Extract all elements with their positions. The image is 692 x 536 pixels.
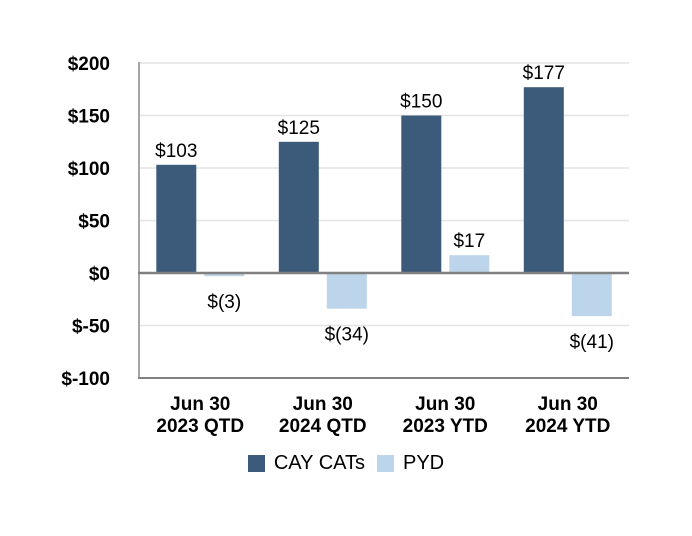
data-label-cay-cats-3: $177 (523, 63, 565, 84)
data-label-cay-cats-0: $103 (155, 141, 197, 162)
data-label-pyd-1: $(34) (325, 325, 369, 346)
legend-item-cay-cats: CAY CATs (247, 452, 365, 474)
x-label-jun-30-2024-qtd: Jun 30 2024 QTD (278, 394, 367, 437)
x-label-jun-30-2023-qtd: Jun 30 2023 QTD (156, 394, 245, 437)
bar-cay-cats-0 (156, 164, 197, 273)
bar-cay-cats-1 (278, 141, 319, 274)
y-tick-label--50: $-50 (72, 317, 110, 338)
bar-pyd-1 (326, 273, 367, 309)
legend: CAY CATs PYD (0, 452, 692, 474)
y-tick-label-200: $200 (68, 54, 110, 75)
x-label-jun-30-2023-ytd: Jun 30 2023 YTD (402, 394, 488, 437)
y-tick-label--100: $-100 (61, 369, 110, 390)
data-label-pyd-2: $17 (453, 231, 485, 252)
data-label-pyd-3: $(41) (570, 332, 614, 353)
legend-swatch-cay-cats (247, 454, 265, 472)
data-label-cay-cats-2: $150 (400, 92, 442, 113)
data-label-cay-cats-1: $125 (278, 118, 320, 139)
x-label-jun-30-2024-ytd: Jun 30 2024 YTD (525, 394, 611, 437)
bar-pyd-0 (204, 273, 245, 277)
bar-pyd-2 (449, 255, 490, 274)
legend-item-pyd: PYD (377, 452, 444, 474)
data-label-pyd-0: $(3) (207, 292, 241, 313)
bar-cay-cats-2 (401, 115, 442, 273)
bar-cay-cats-3 (523, 87, 564, 273)
y-tick-label-0: $0 (89, 264, 110, 285)
legend-label-cay-cats: CAY CATs (273, 452, 365, 474)
legend-swatch-pyd (377, 454, 394, 472)
bar-pyd-3 (571, 273, 612, 317)
y-tick-label-100: $100 (68, 159, 110, 180)
y-tick-label-50: $50 (78, 212, 110, 233)
legend-label-pyd: PYD (403, 452, 445, 474)
y-tick-label-150: $150 (68, 107, 110, 128)
